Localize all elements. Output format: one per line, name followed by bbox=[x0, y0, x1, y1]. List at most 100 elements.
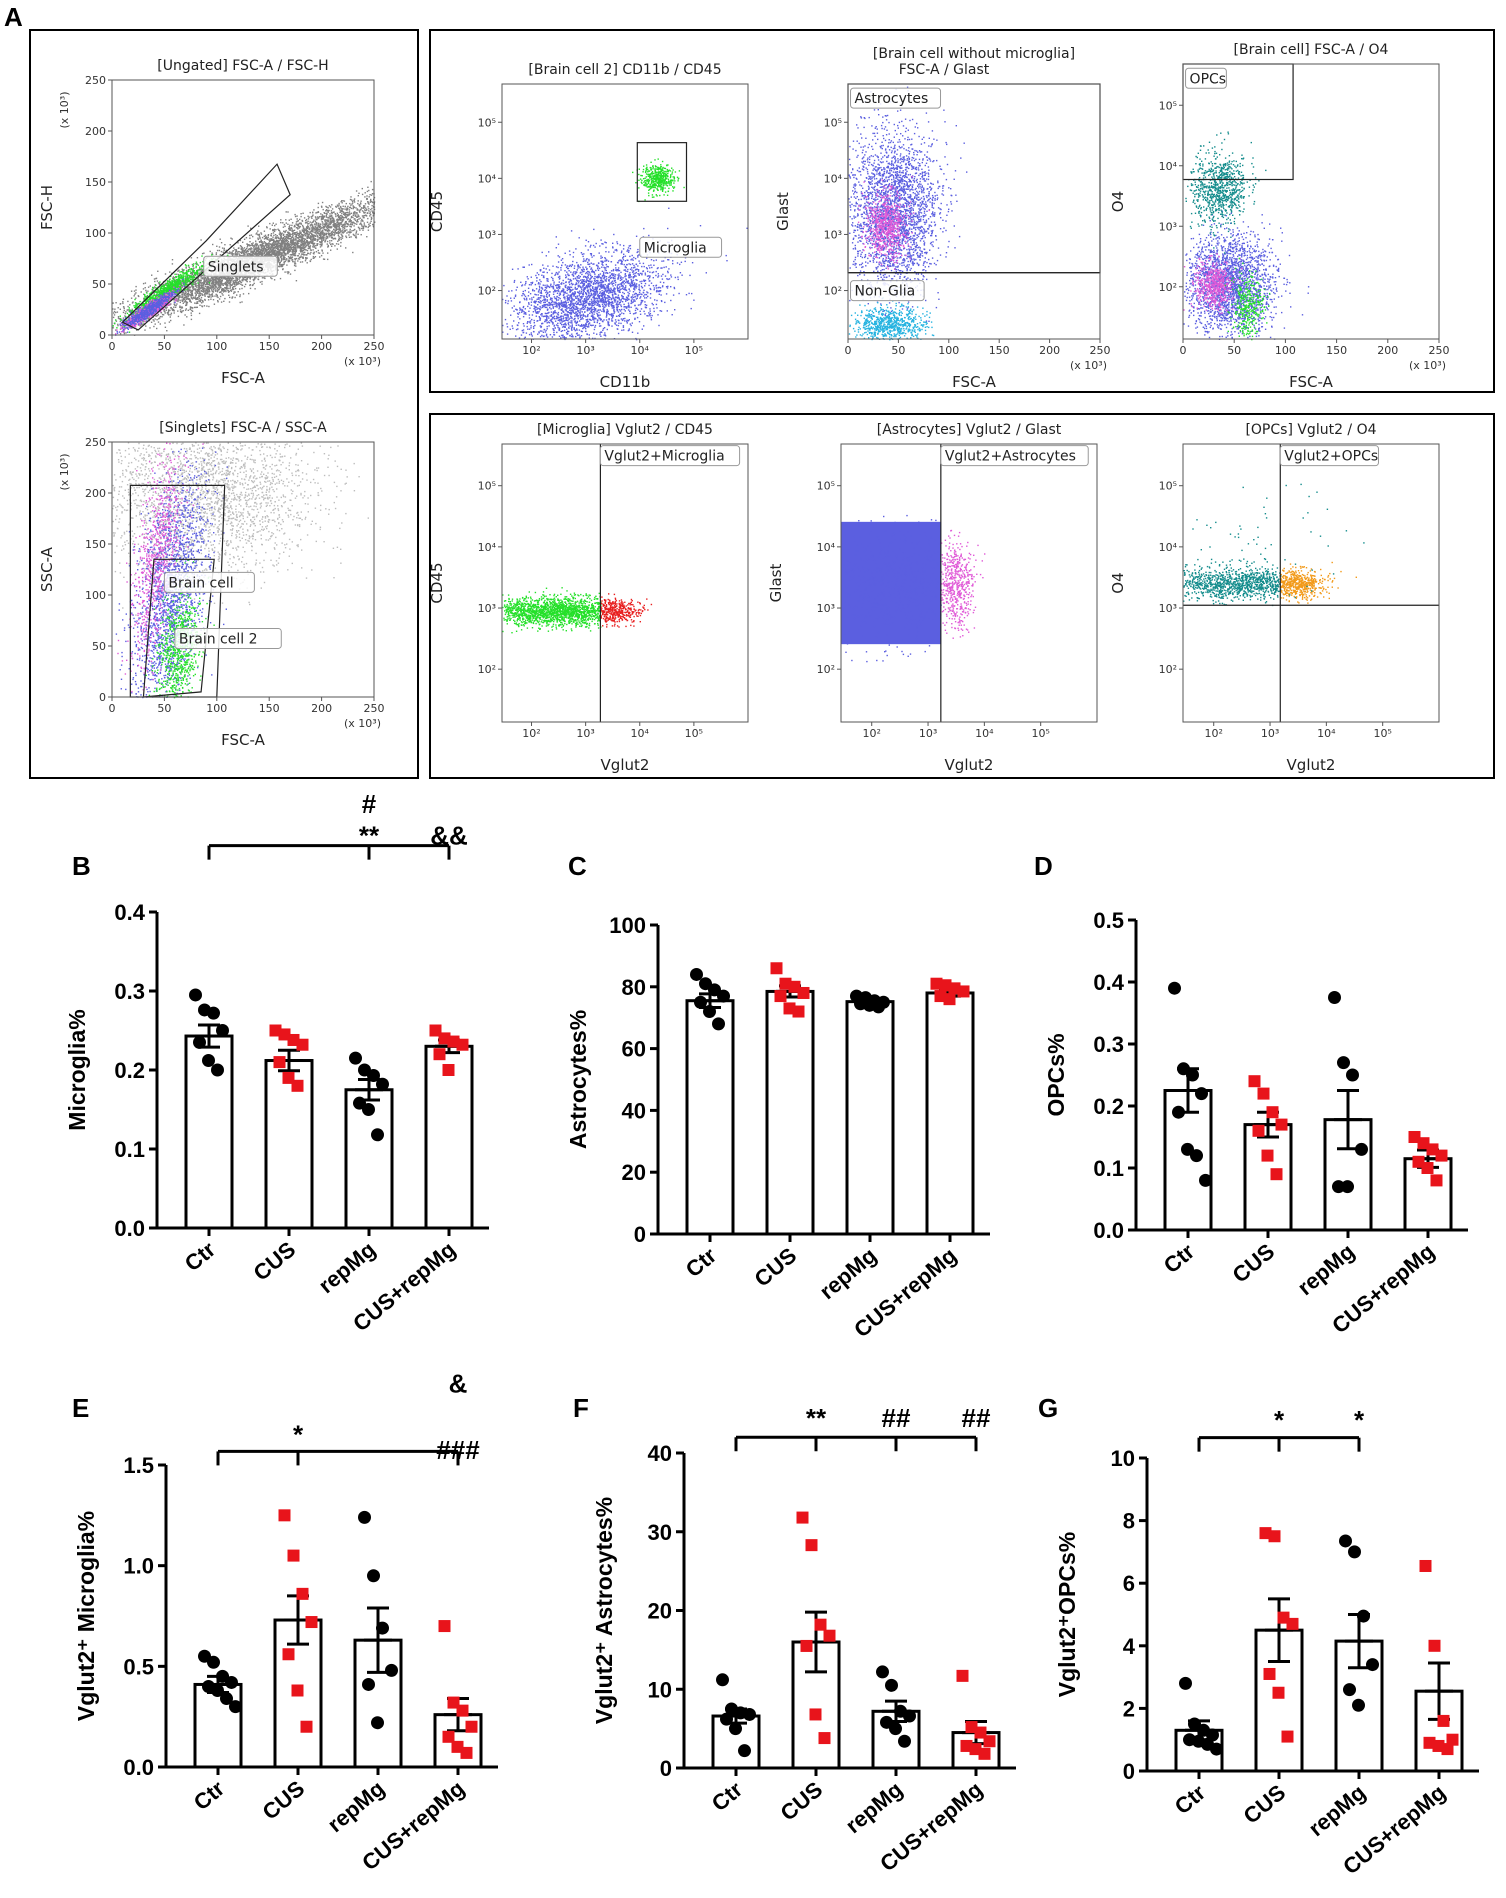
data-point bbox=[1328, 991, 1341, 1004]
data-point bbox=[362, 1103, 375, 1116]
x-tick-label: 10⁵ bbox=[1373, 727, 1391, 740]
data-point bbox=[876, 1665, 889, 1679]
event-cloud bbox=[600, 593, 653, 628]
plot-area bbox=[847, 83, 1101, 340]
data-point bbox=[792, 1005, 805, 1018]
category-label: CUS bbox=[249, 1237, 301, 1286]
data-point bbox=[898, 1734, 911, 1748]
y-axis-label: Glast bbox=[774, 192, 792, 231]
category-label: CUS bbox=[776, 1777, 828, 1826]
data-point bbox=[1179, 1676, 1192, 1690]
x-tick-label: 200 bbox=[311, 702, 332, 715]
y-tick-label: 10³ bbox=[817, 602, 835, 615]
gate-label: Astrocytes bbox=[855, 91, 929, 107]
event-cloud bbox=[1185, 131, 1267, 254]
y-tick-label: 10⁴ bbox=[478, 541, 497, 554]
data-point bbox=[1341, 1180, 1354, 1194]
data-point bbox=[1441, 1743, 1454, 1756]
gating-plot-p2: Brain cell Brain cell 2 0 50 100 150 200 250 0 50… bbox=[38, 420, 385, 749]
y-tick-label: 0 bbox=[99, 329, 106, 342]
x-tick-label: 10⁴ bbox=[631, 344, 650, 357]
gate-label: Brain cell bbox=[168, 575, 233, 591]
y-tick-label: 0.2 bbox=[114, 1058, 145, 1083]
x-tick-label: 10² bbox=[522, 344, 540, 357]
y-tick-label: 10² bbox=[478, 285, 496, 298]
data-point bbox=[823, 1629, 836, 1642]
data-point bbox=[385, 1663, 398, 1677]
y-axis-label: Vglut2⁺ Microglia% bbox=[73, 1511, 99, 1721]
gate-label: Non-Glia bbox=[855, 284, 916, 300]
event-cloud bbox=[115, 278, 185, 336]
event-cloud bbox=[1183, 558, 1282, 607]
data-point bbox=[367, 1069, 380, 1083]
bar bbox=[193, 1682, 243, 1769]
data-point bbox=[814, 1618, 827, 1631]
x-tick-label: 10³ bbox=[919, 727, 937, 740]
data-point bbox=[796, 1511, 809, 1524]
data-point bbox=[442, 1064, 455, 1076]
gate-polygon bbox=[121, 163, 291, 331]
data-point bbox=[1261, 1149, 1274, 1162]
y-axis-label: O4 bbox=[1109, 572, 1127, 593]
data-point bbox=[770, 962, 783, 975]
x-tick-label: 50 bbox=[157, 340, 171, 353]
y-tick-label: 100 bbox=[85, 227, 106, 240]
significance-label: ### bbox=[436, 1435, 480, 1465]
significance-label: && bbox=[430, 821, 468, 851]
event-cloud bbox=[940, 529, 986, 639]
plot-title: [Ungated] FSC-A / FSC-H bbox=[157, 58, 328, 74]
x-axis-label: CD11b bbox=[600, 373, 651, 391]
x-tick-label: 150 bbox=[989, 344, 1010, 357]
gate-label-box bbox=[1279, 445, 1379, 467]
significance-label: * bbox=[293, 1420, 304, 1450]
x-tick-label: 10⁴ bbox=[631, 727, 650, 740]
bar bbox=[925, 991, 975, 1236]
category-label: Ctr bbox=[1170, 1779, 1211, 1819]
data-point bbox=[305, 1616, 318, 1629]
y-tick-label: 0.4 bbox=[1093, 970, 1124, 995]
plot-title: [Singlets] FSC-A / SSC-A bbox=[159, 420, 327, 436]
y-tick-label: 0.1 bbox=[1093, 1156, 1124, 1181]
panel-letter: C bbox=[568, 851, 587, 881]
data-point bbox=[1343, 1683, 1356, 1697]
significance-label: * bbox=[1354, 1405, 1365, 1435]
gating-plot-p3: Microglia 10² 10³ 10⁴ 10⁵ 10² 10³ 10⁴ 10⁵ CD11b CD… bbox=[428, 62, 749, 391]
data-point bbox=[743, 1707, 756, 1721]
x-multiplier: (x 10³) bbox=[1070, 359, 1107, 372]
data-point bbox=[1199, 1173, 1212, 1187]
y-tick-label: 10² bbox=[478, 663, 496, 676]
data-point bbox=[202, 1054, 215, 1068]
data-point bbox=[809, 1708, 822, 1721]
data-point bbox=[1348, 1545, 1361, 1559]
y-tick-label: 50 bbox=[92, 278, 106, 291]
data-point bbox=[729, 1722, 742, 1736]
data-point bbox=[1263, 1667, 1276, 1680]
y-tick-label: 0.5 bbox=[1093, 908, 1124, 933]
frame-bottom-right bbox=[429, 413, 1495, 779]
data-point bbox=[193, 1035, 206, 1049]
y-tick-label: 0 bbox=[99, 691, 106, 704]
y-tick-label: 10² bbox=[1159, 663, 1177, 676]
data-point bbox=[1195, 1087, 1208, 1101]
category-label: repMg bbox=[841, 1777, 908, 1839]
data-point bbox=[774, 990, 787, 1003]
gating-plot-p6: Vglut2+Microglia 10² 10³ 10⁴ 10⁵ 10² 10³ 10⁴ 10⁵… bbox=[428, 422, 749, 774]
data-point bbox=[1186, 1068, 1199, 1082]
x-multiplier: (x 10³) bbox=[344, 355, 381, 368]
data-point bbox=[1275, 1118, 1288, 1131]
gate-label-box bbox=[174, 627, 282, 649]
event-cloud bbox=[1224, 257, 1271, 341]
y-tick-label: 0.3 bbox=[114, 979, 145, 1004]
significance-label: # bbox=[362, 789, 377, 819]
y-tick-label: 0.0 bbox=[123, 1755, 154, 1780]
data-point bbox=[1435, 1149, 1448, 1162]
significance-label: ## bbox=[962, 1403, 991, 1433]
y-tick-label: 60 bbox=[622, 1037, 646, 1062]
data-point bbox=[717, 989, 730, 1003]
data-point bbox=[1437, 1714, 1450, 1727]
plot-title-2: FSC-A / Glast bbox=[899, 62, 990, 78]
data-point bbox=[229, 1700, 242, 1714]
event-cloud bbox=[1280, 561, 1357, 604]
